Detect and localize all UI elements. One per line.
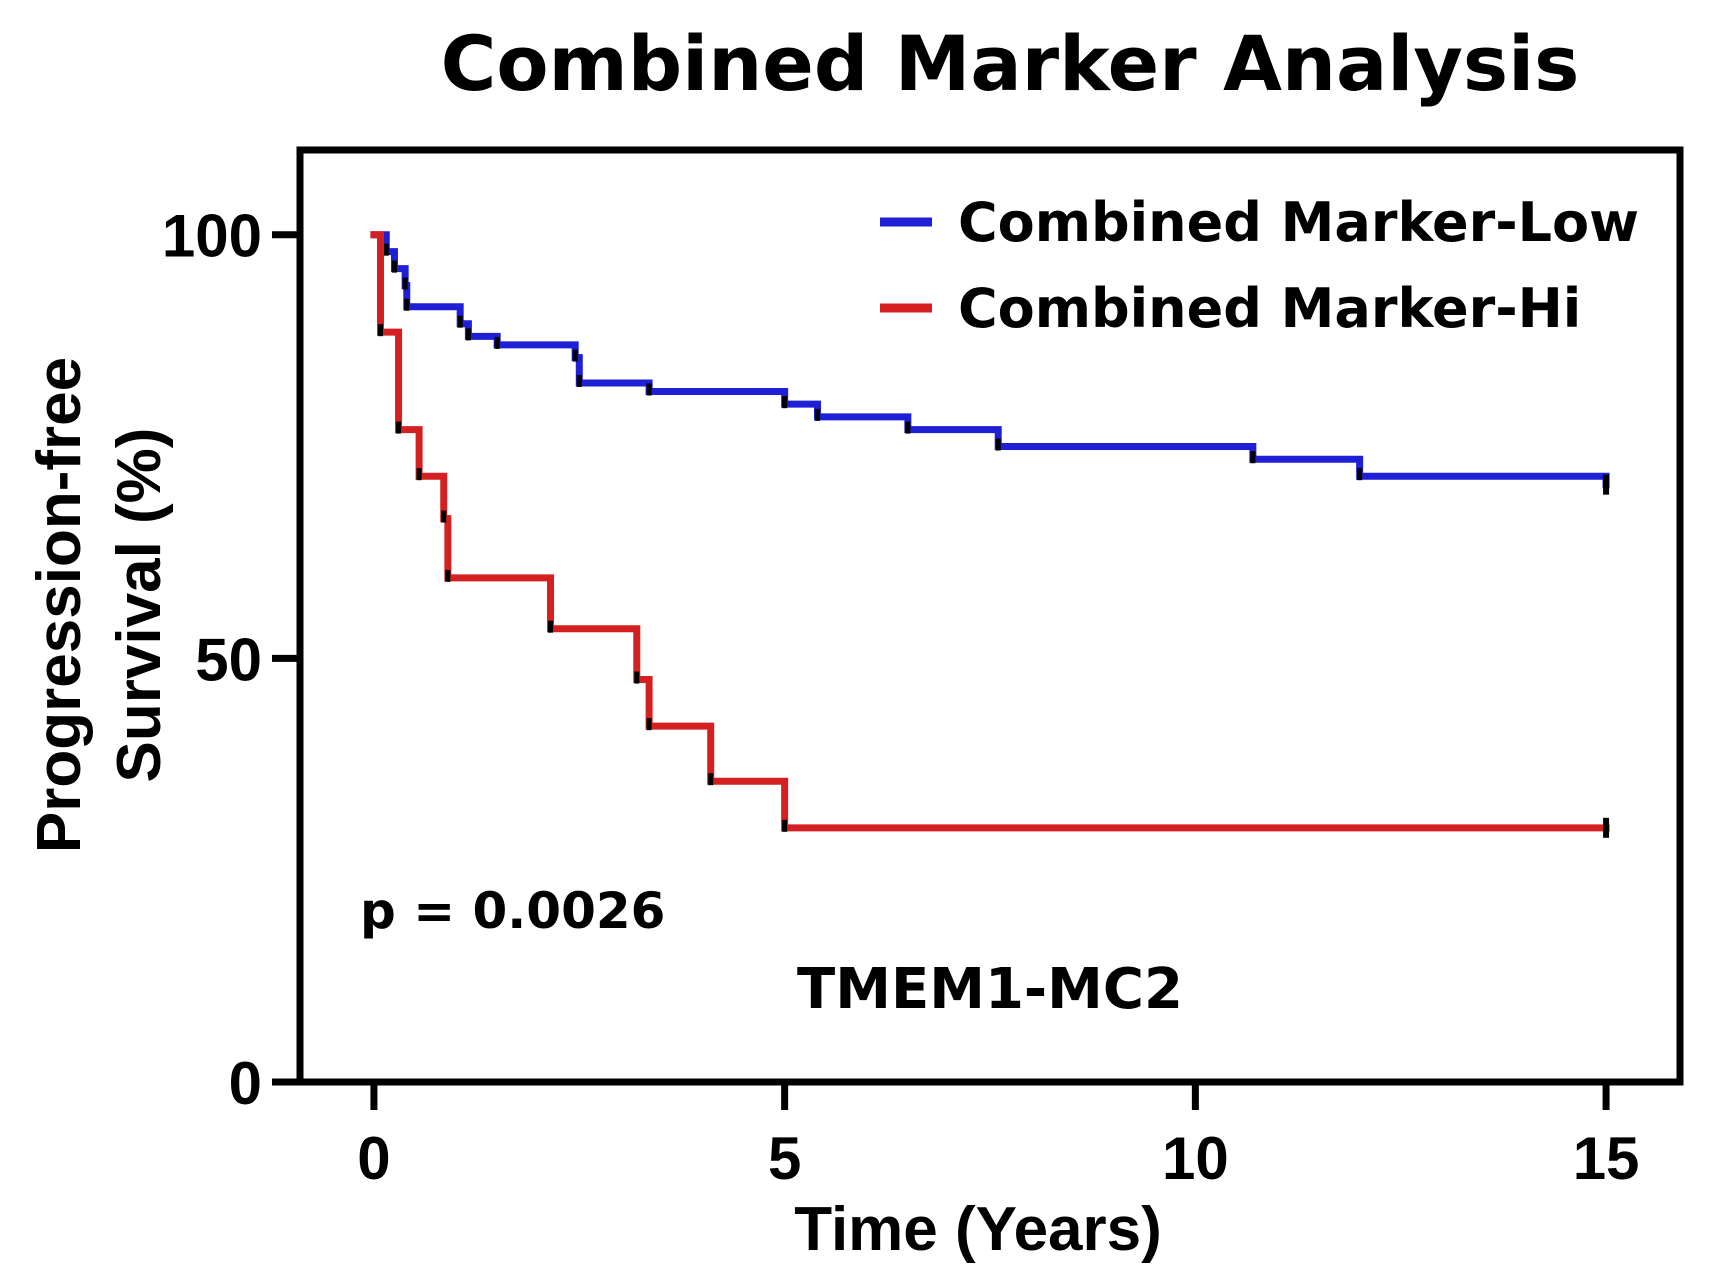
x-tick-label-0: 0 — [357, 1125, 390, 1192]
series-line-1 — [370, 231, 1610, 832]
x-axis-label: Time (Years) — [794, 1195, 1162, 1264]
cohort-label: TMEM1-MC2 — [797, 957, 1183, 1022]
x-tick-label-5: 5 — [768, 1125, 801, 1192]
series-group — [370, 231, 1610, 838]
plot-frame — [296, 146, 1684, 1086]
series-line-0 — [370, 231, 1610, 489]
legend: Combined Marker-Low Combined Marker-Hi — [880, 191, 1639, 340]
x-tick-label-10: 10 — [1162, 1125, 1229, 1192]
y-axis-label-line1: Progression-free — [25, 357, 94, 853]
legend-label-low: Combined Marker-Low — [958, 191, 1639, 254]
y-tick-label-0: 0 — [229, 1050, 262, 1117]
y-tick-label-50: 50 — [195, 626, 262, 693]
legend-label-hi: Combined Marker-Hi — [958, 277, 1581, 340]
y-tick-label-100: 100 — [162, 203, 262, 270]
chart-title: Combined Marker Analysis — [441, 19, 1580, 108]
y-axis-label-line2: Survival (%) — [105, 428, 174, 783]
p-value-annotation: p = 0.0026 — [360, 882, 665, 940]
axes: 0 50 100 0 5 10 15 — [162, 146, 1684, 1192]
x-tick-label-15: 15 — [1573, 1125, 1640, 1192]
